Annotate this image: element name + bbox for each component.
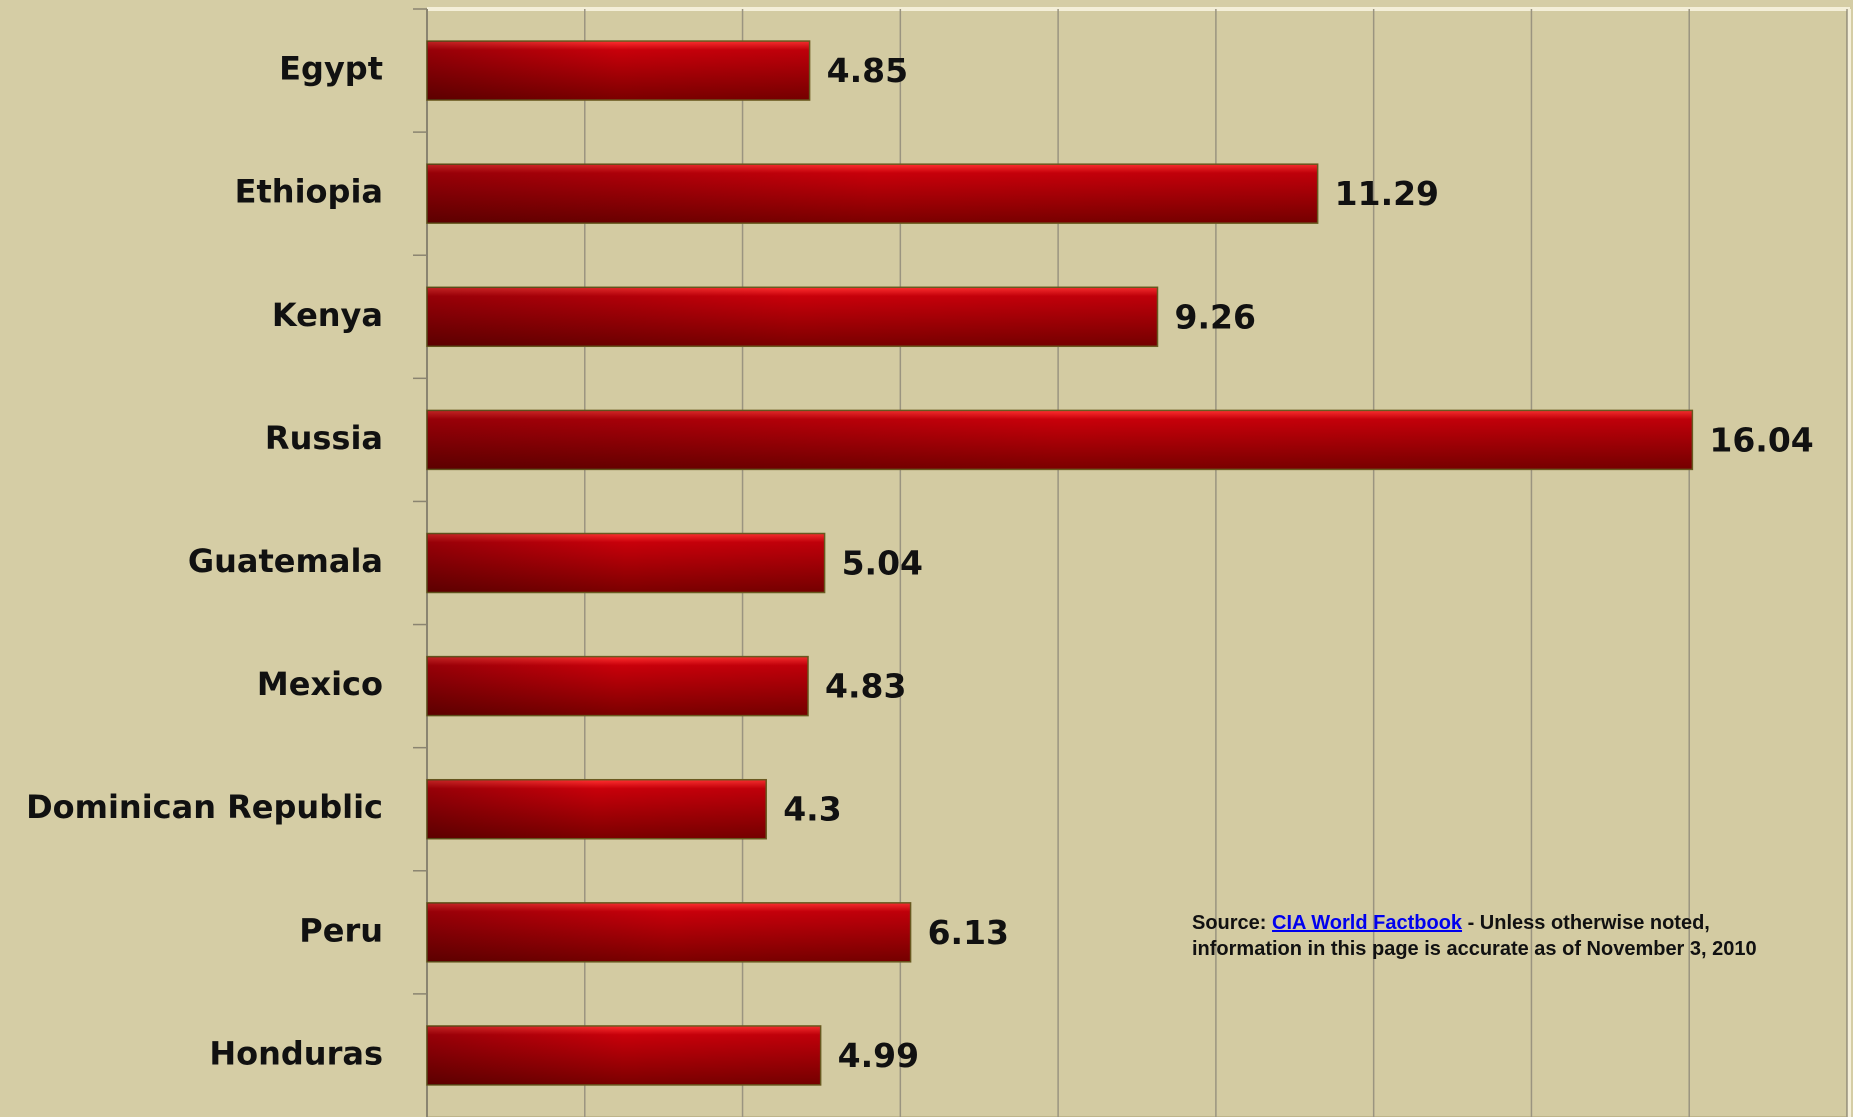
y-tick-label: Russia xyxy=(265,419,383,457)
value-label: 16.04 xyxy=(1709,420,1813,459)
value-label: 4.99 xyxy=(838,1036,919,1075)
value-label: 4.85 xyxy=(827,51,908,90)
y-tick-label: Honduras xyxy=(209,1034,383,1072)
bar-shade xyxy=(427,902,911,962)
y-tick-label: Guatemala xyxy=(188,542,383,580)
y-tick-label: Dominican Republic xyxy=(26,788,383,826)
y-tick-label: Peru xyxy=(299,911,383,949)
value-label: 4.83 xyxy=(825,667,906,706)
value-label: 4.3 xyxy=(783,790,841,829)
y-tick-label: Mexico xyxy=(257,665,383,703)
value-label: 9.26 xyxy=(1175,297,1256,336)
source-prefix: Source: xyxy=(1192,912,1267,934)
bar-shade xyxy=(427,533,825,593)
bar-shade xyxy=(427,164,1318,224)
y-tick-label: Egypt xyxy=(279,50,383,88)
source-link[interactable]: CIA World Factbook xyxy=(1272,912,1463,934)
bar-shade xyxy=(427,287,1158,347)
value-label: 11.29 xyxy=(1335,174,1439,213)
y-tick-label: Ethiopia xyxy=(235,173,383,211)
source-text: - Unless otherwise noted, information in… xyxy=(1192,912,1757,960)
bar-shade xyxy=(427,41,810,101)
bar-shade xyxy=(427,656,809,716)
source-note: Source: CIA World Factbook - Unless othe… xyxy=(1192,910,1812,962)
value-label: 5.04 xyxy=(842,544,923,583)
y-tick-label: Kenya xyxy=(272,296,383,334)
value-label: 6.13 xyxy=(928,913,1009,952)
bar-shade xyxy=(427,1025,821,1085)
bar-shade xyxy=(427,779,767,839)
bar-shade xyxy=(427,410,1693,470)
